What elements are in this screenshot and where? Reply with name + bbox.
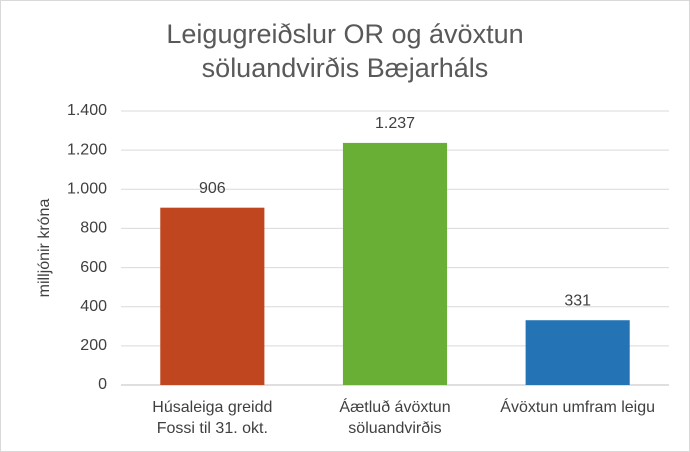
bar [342, 142, 448, 385]
y-tick-label: 200 [80, 337, 107, 354]
bar [160, 207, 265, 385]
x-tick-label: Áætluð ávöxtun söluandvirðis [339, 399, 451, 437]
x-tick-label: Ávöxtun umfram leigu [500, 399, 656, 416]
y-axis-label: milljónir króna [36, 199, 53, 298]
y-tick-label: 800 [80, 220, 107, 237]
y-tick-label: 1.200 [67, 141, 107, 158]
y-tick-label: 400 [80, 298, 107, 315]
chart-title: Leigugreiðslur OR og ávöxtun söluandvirð… [166, 19, 524, 83]
y-tick-label: 0 [98, 376, 107, 393]
y-tick-label: 1.400 [67, 102, 107, 119]
value-label: 906 [199, 180, 226, 197]
x-tick-label: Húsaleiga greidd Fossi til 31. okt. [152, 399, 273, 437]
bar [525, 320, 630, 385]
value-label: 1.237 [375, 115, 415, 132]
y-tick-label: 600 [80, 259, 107, 276]
value-label: 331 [564, 292, 591, 309]
y-tick-label: 1.000 [67, 181, 107, 198]
